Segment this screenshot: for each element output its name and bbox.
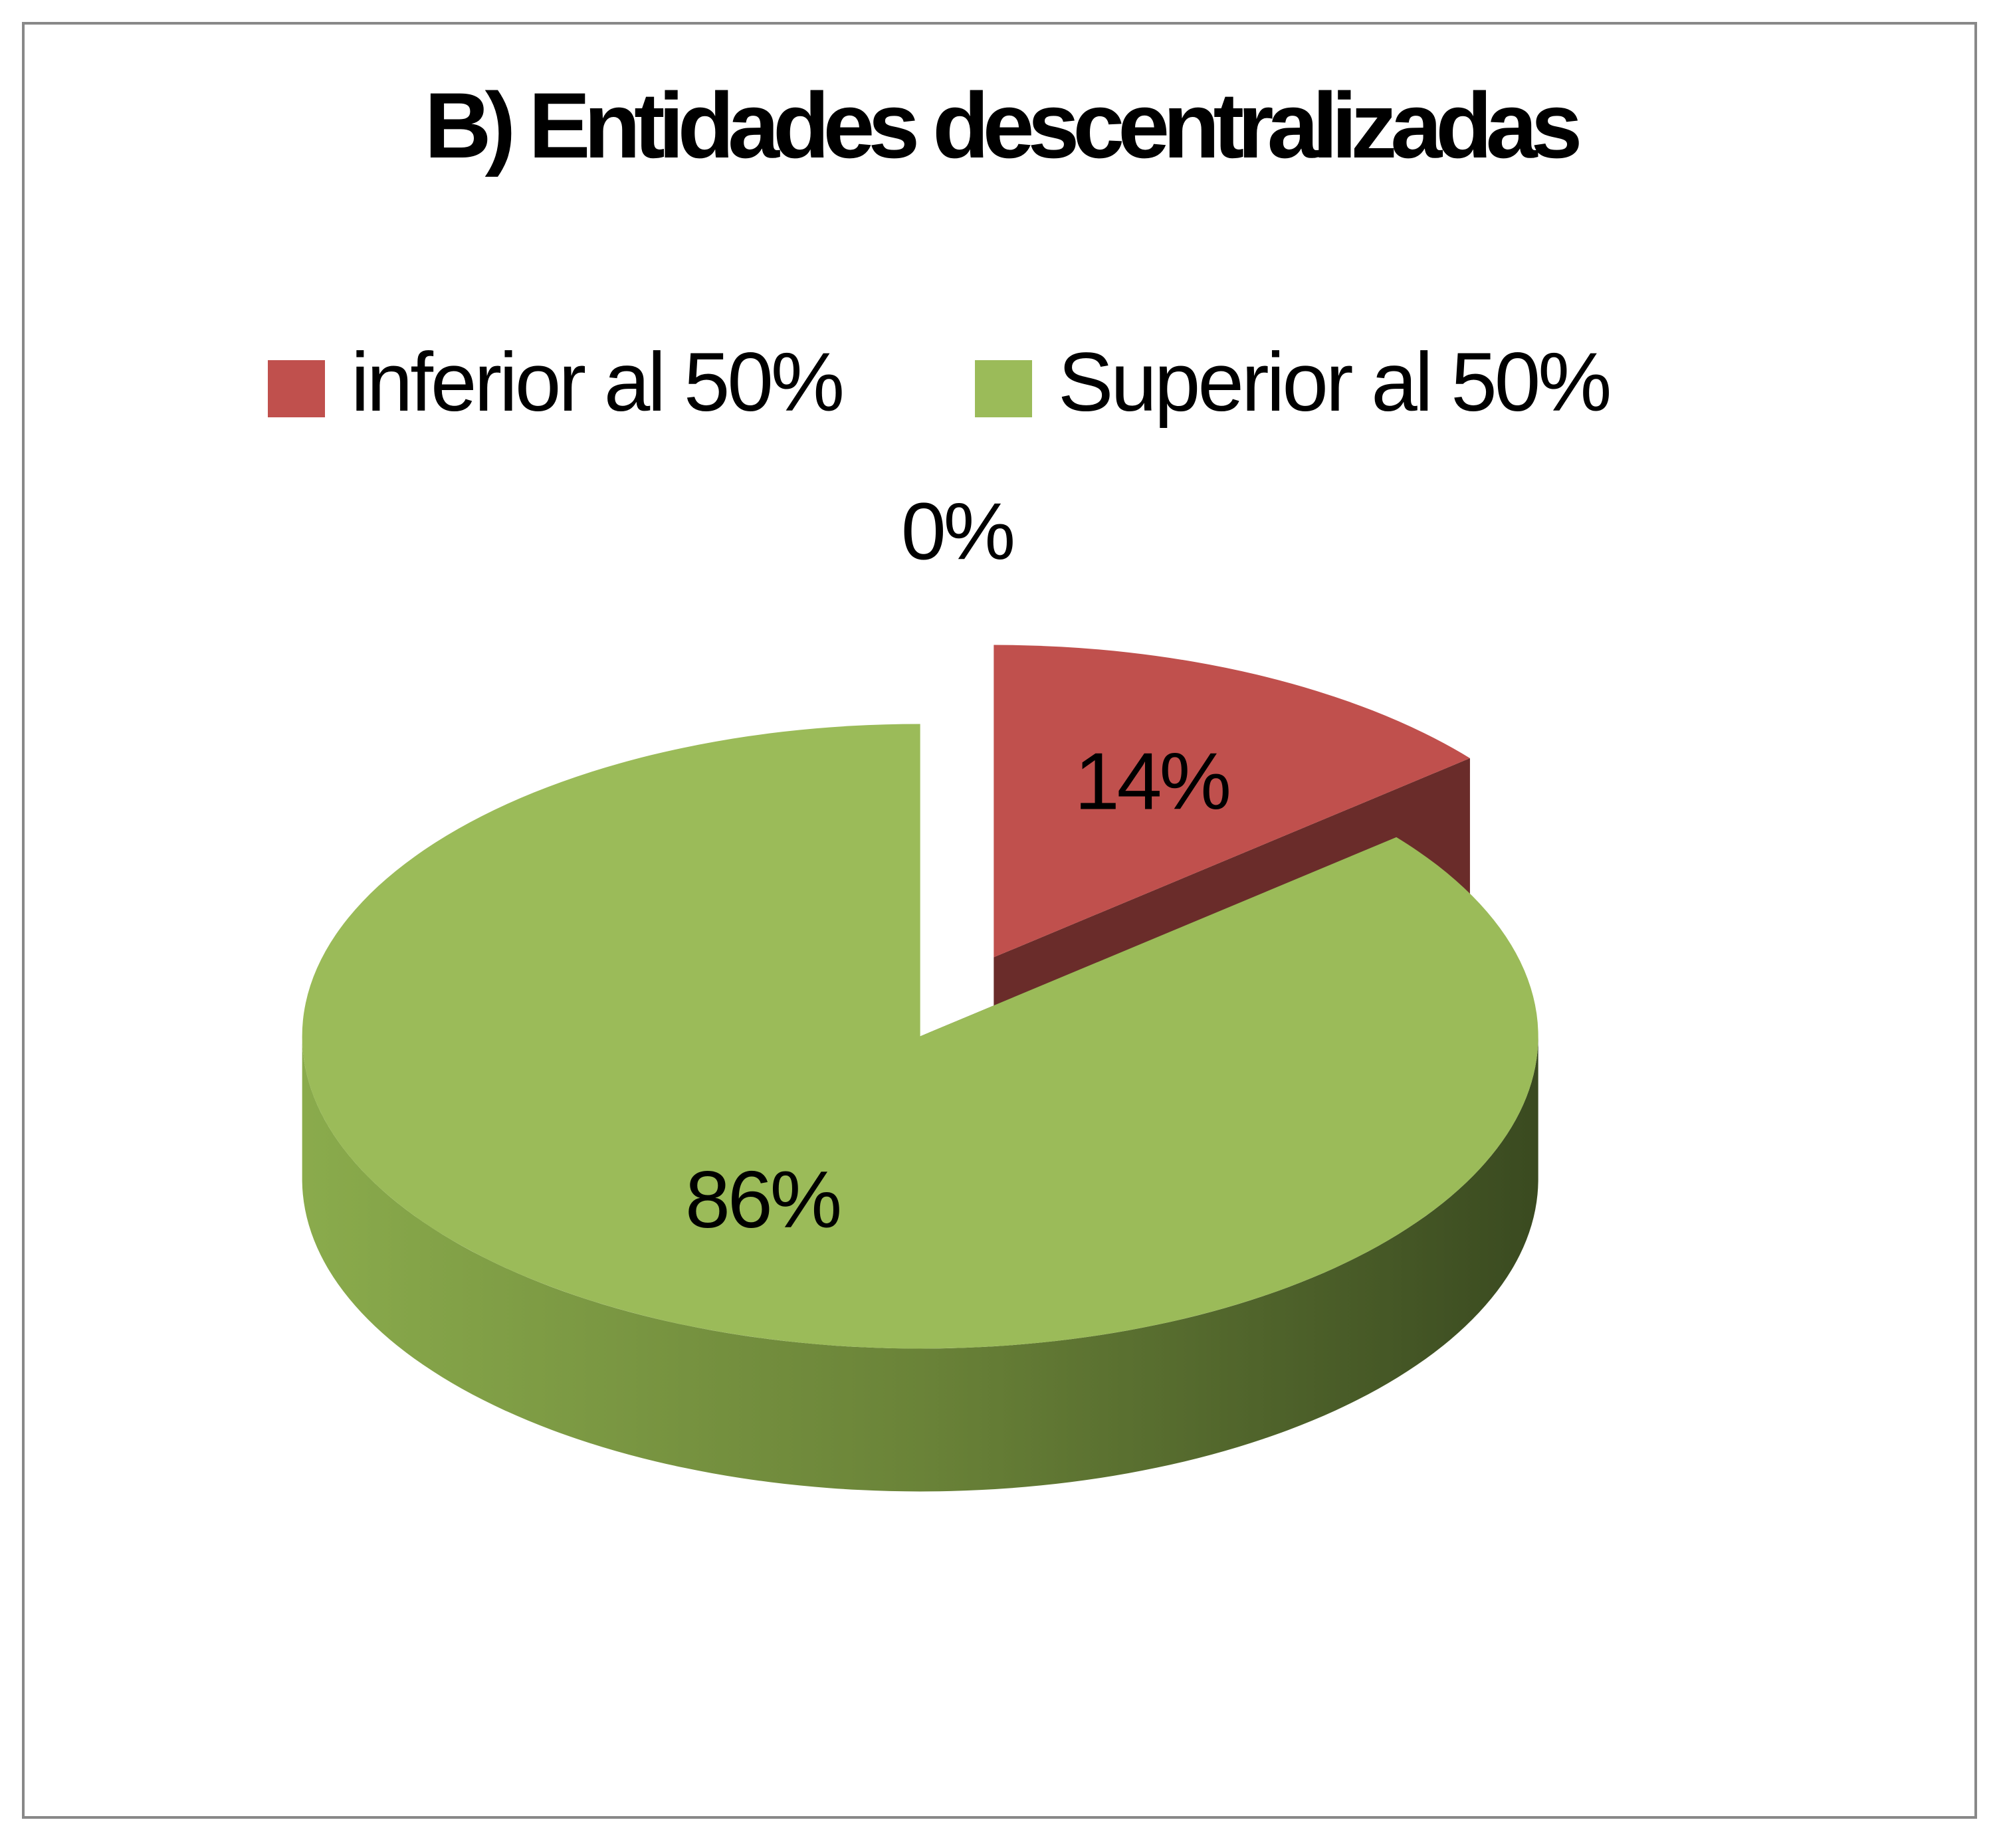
slice [994,645,1470,958]
pie: 0% 14% 86% [302,486,1538,1492]
slice-side [302,1036,1538,1492]
data-label: 14% [1075,736,1229,827]
slice [302,724,1538,1349]
chart-title: B) Entidades descentralizadas [425,73,1580,177]
legend-label: Superior al 50% [1058,336,1609,429]
legend: inferior al 50% Superior al 50% [268,336,1612,429]
legend-label: inferior al 50% [351,336,842,429]
data-label: 0% [901,486,1013,576]
legend-swatch [268,360,325,417]
legend-swatch [975,360,1033,417]
data-label: 86% [685,1154,840,1245]
